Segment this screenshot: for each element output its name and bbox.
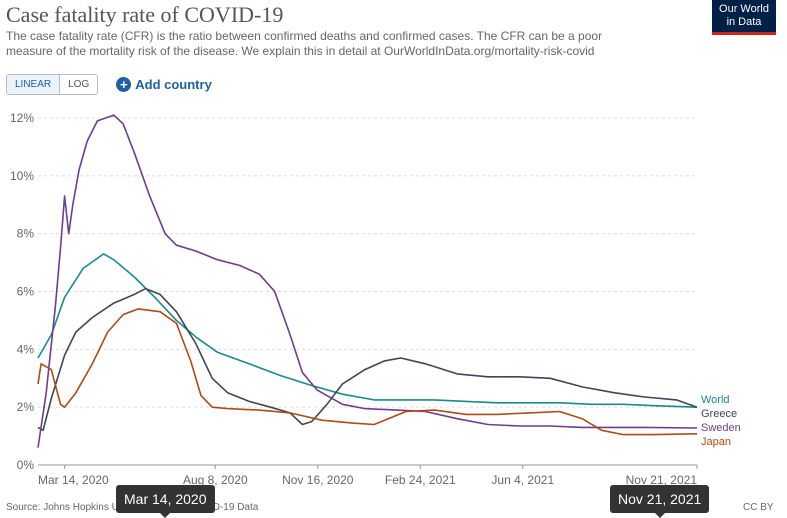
x-tick-label: Jun 4, 2021 bbox=[491, 473, 554, 487]
add-country-button[interactable]: + Add country bbox=[116, 77, 212, 92]
series-label-sweden: Sweden bbox=[701, 422, 741, 434]
series-line-sweden bbox=[37, 114, 698, 448]
license-link[interactable]: CC BY bbox=[743, 502, 774, 513]
scale-toggle: LINEAR LOG bbox=[6, 74, 99, 95]
x-tick-label: Nov 16, 2020 bbox=[282, 473, 354, 487]
owid-logo[interactable]: Our World in Data bbox=[712, 0, 776, 35]
series-line-japan bbox=[37, 308, 698, 436]
series-label-japan: Japan bbox=[701, 436, 731, 448]
chart-subtitle: The case fatality rate (CFR) is the rati… bbox=[6, 29, 603, 58]
add-country-label: Add country bbox=[135, 77, 212, 92]
y-tick-label: 4% bbox=[17, 342, 35, 356]
y-tick-label: 6% bbox=[17, 285, 35, 299]
linear-scale-button[interactable]: LINEAR bbox=[7, 75, 61, 94]
log-scale-button[interactable]: LOG bbox=[68, 79, 90, 90]
y-tick-label: 12% bbox=[10, 111, 34, 125]
x-tick-label: Feb 24, 2021 bbox=[385, 473, 456, 487]
plus-circle-icon: + bbox=[116, 77, 132, 92]
y-tick-label: 2% bbox=[17, 400, 35, 414]
x-tick-label: Aug 8, 2020 bbox=[183, 473, 248, 487]
chart-title: Case fatality rate of COVID-19 bbox=[6, 2, 284, 27]
timeline-end-handle[interactable]: Nov 21, 2021 bbox=[610, 485, 710, 518]
chart-controls: LINEAR LOG + Add country bbox=[6, 74, 212, 95]
series-line-greece bbox=[37, 287, 698, 432]
x-tick-label: Nov 21, 2021 bbox=[626, 473, 698, 487]
series-line-world bbox=[37, 253, 698, 408]
logo-line-2: in Data bbox=[726, 16, 762, 28]
y-tick-label: 8% bbox=[17, 227, 35, 241]
y-tick-label: 10% bbox=[10, 169, 34, 183]
timeline-start-handle[interactable]: Mar 14, 2020 bbox=[116, 485, 215, 518]
logo-line-1: Our World bbox=[719, 3, 769, 15]
y-tick-label: 0% bbox=[17, 458, 35, 472]
series-label-world: World bbox=[701, 394, 730, 406]
x-tick-label: Mar 14, 2020 bbox=[38, 473, 109, 487]
series-label-greece: Greece bbox=[701, 408, 737, 420]
